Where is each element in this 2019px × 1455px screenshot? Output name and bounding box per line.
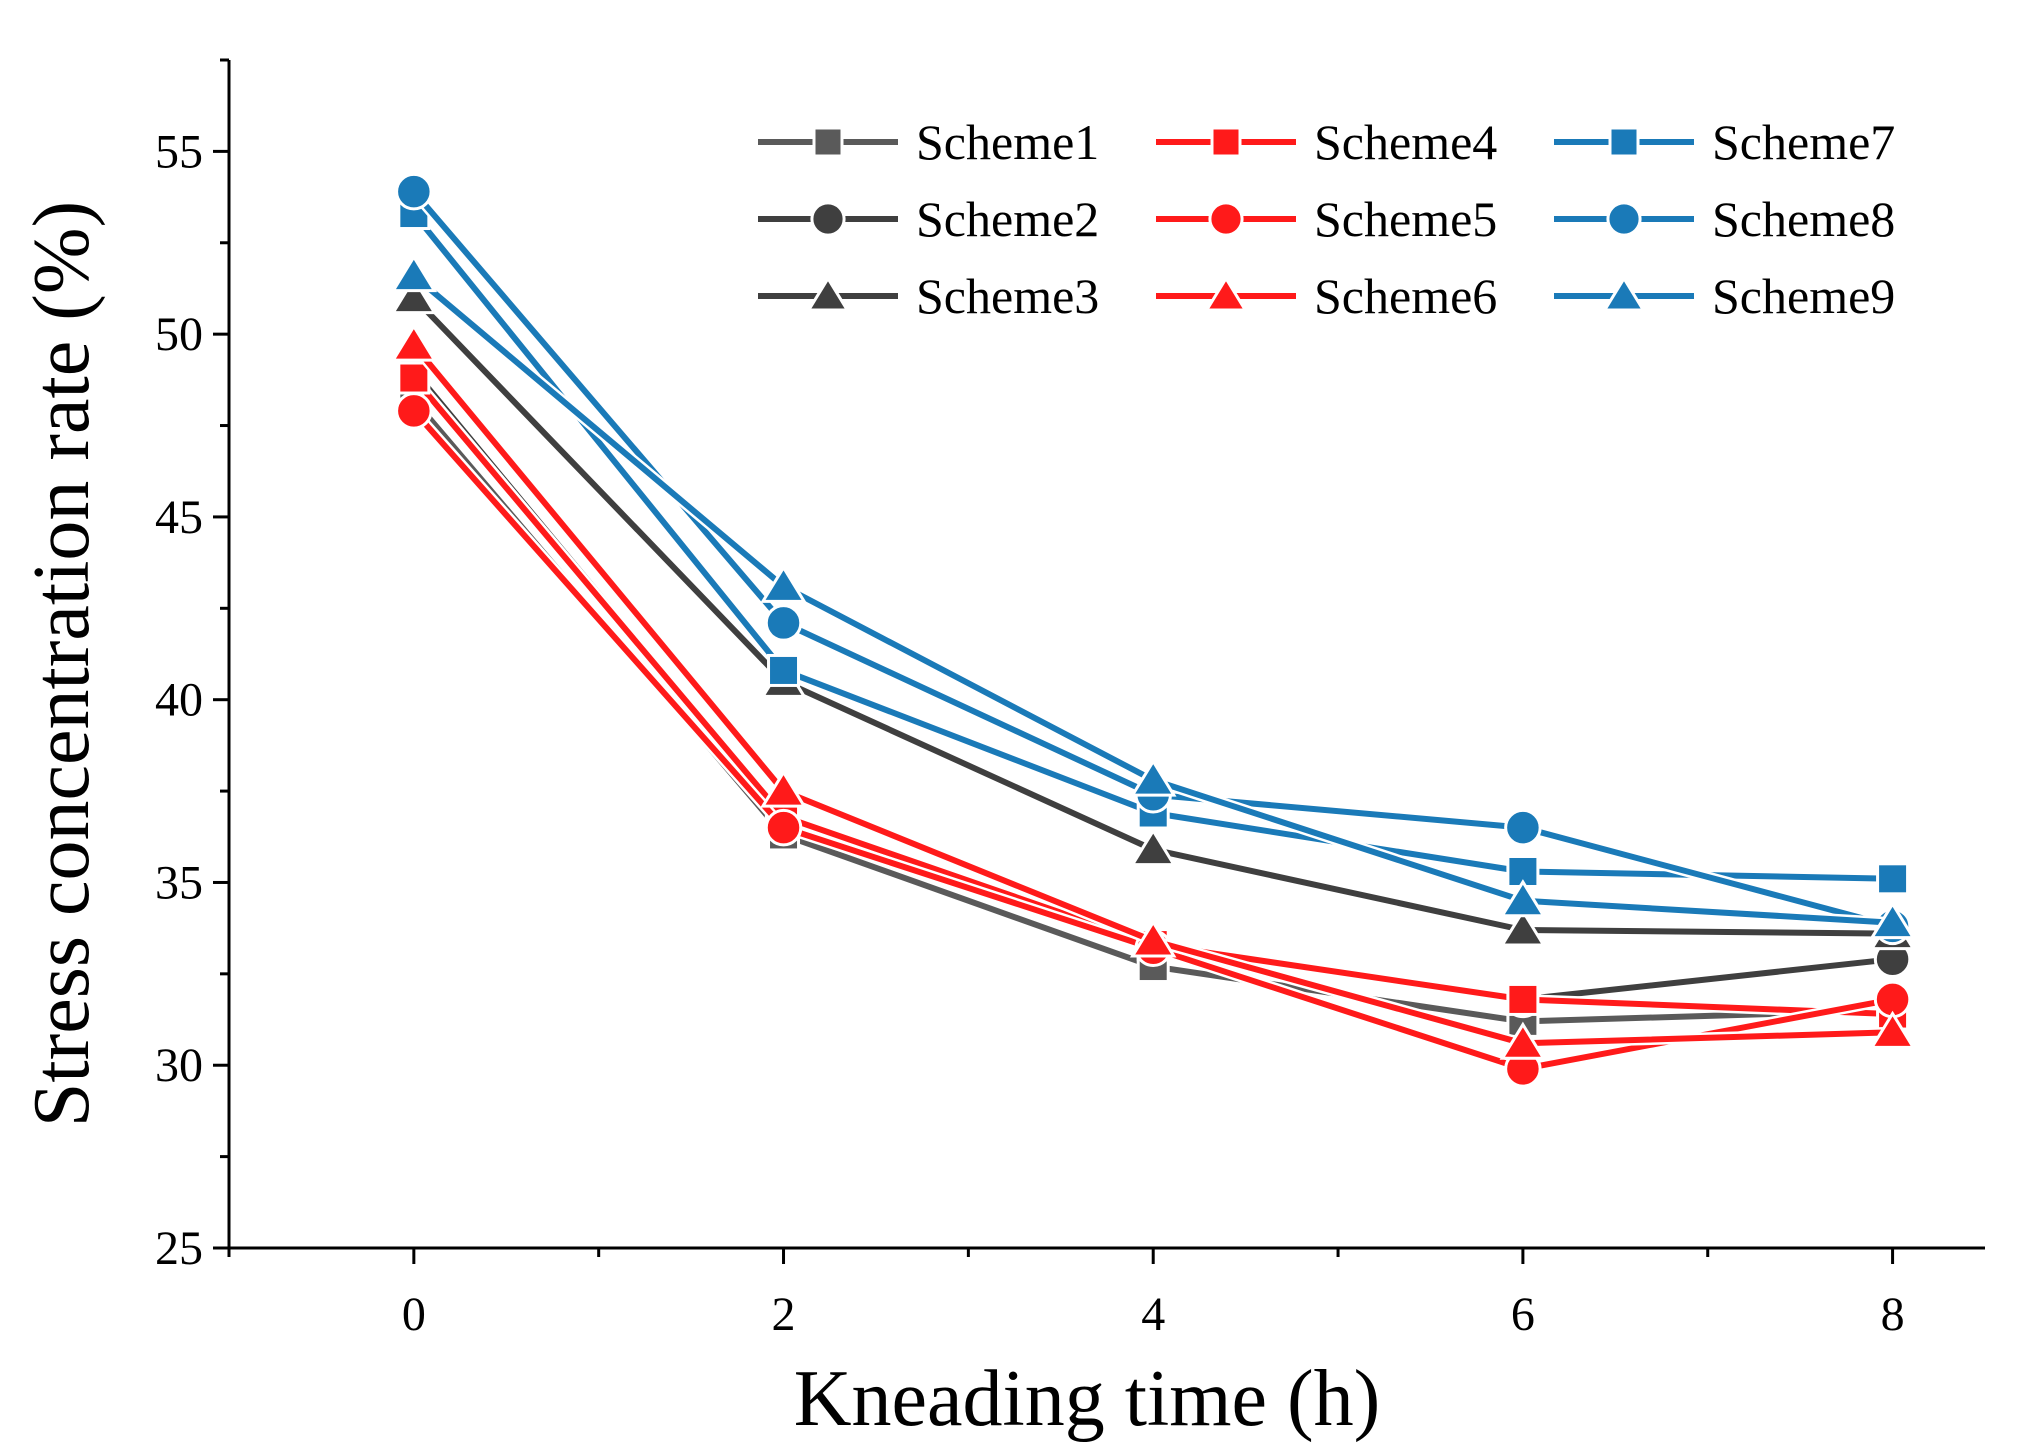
legend-label: Scheme6: [1314, 268, 1497, 324]
legend-item-scheme8: Scheme8: [1554, 191, 1895, 247]
data-point: [760, 769, 807, 808]
legend-marker: [812, 126, 844, 158]
y-tick-label: 30: [155, 1039, 203, 1092]
data-point: [767, 653, 801, 687]
legend-marker: [1204, 275, 1248, 312]
legend-label: Scheme4: [1314, 114, 1497, 170]
legend-marker: [1210, 126, 1242, 158]
legend-marker: [1606, 201, 1642, 237]
x-tick-label: 2: [772, 1288, 796, 1341]
data-point: [1499, 908, 1547, 947]
legend-label: Scheme9: [1712, 268, 1895, 324]
data-point: [1499, 1021, 1547, 1060]
legend-marker: [1602, 275, 1646, 312]
legend-label: Scheme1: [916, 114, 1099, 170]
data-point: [1876, 862, 1910, 896]
data-point: [1129, 758, 1177, 797]
data-point: [1129, 919, 1177, 958]
legend-marker: [1608, 126, 1640, 158]
x-tick-label: 8: [1881, 1288, 1905, 1341]
y-tick-label: 50: [155, 308, 203, 361]
legend-item-scheme4: Scheme4: [1156, 114, 1497, 170]
legend-label: Scheme3: [916, 268, 1099, 324]
y-tick-label: 40: [155, 674, 203, 727]
x-axis-title: Kneading time (h): [794, 1355, 1380, 1443]
data-point: [1504, 808, 1542, 847]
data-point: [1499, 879, 1547, 918]
data-point: [395, 172, 433, 211]
legend-item-scheme7: Scheme7: [1554, 114, 1895, 170]
data-point: [1129, 827, 1177, 867]
data-point: [1869, 1010, 1916, 1049]
data-point: [390, 323, 438, 362]
series-layer: [390, 172, 1916, 1088]
y-tick-label: 25: [155, 1222, 203, 1275]
data-point: [390, 275, 438, 315]
legend-item-scheme2: Scheme2: [758, 191, 1099, 247]
data-point: [390, 254, 438, 293]
data-point: [764, 808, 803, 847]
legend-label: Scheme8: [1712, 191, 1895, 247]
data-point: [1869, 901, 1916, 940]
x-tick-label: 4: [1141, 1288, 1165, 1341]
axes: 25 30 35 40 45 50 55 0 2 4 6 8: [155, 58, 1985, 1341]
data-point: [760, 564, 807, 603]
series-scheme9: [390, 254, 1916, 940]
series-line: [411, 376, 1893, 1018]
legend-marker: [1208, 201, 1244, 237]
y-tick-label: 55: [155, 125, 203, 178]
x-tick-label: 0: [402, 1288, 426, 1341]
data-point: [397, 361, 431, 395]
y-axis-title: Stress concentration rate (%): [18, 201, 106, 1127]
legend-marker: [806, 275, 850, 312]
legend-item-scheme5: Scheme5: [1156, 191, 1497, 247]
data-point: [764, 604, 803, 642]
x-tick-label: 6: [1511, 1288, 1535, 1341]
legend-label: Scheme7: [1712, 114, 1895, 170]
data-point: [1506, 982, 1540, 1016]
legend-item-scheme1: Scheme1: [758, 114, 1099, 170]
legend-label: Scheme5: [1314, 191, 1497, 247]
series-scheme6: [390, 323, 1916, 1060]
data-point: [395, 392, 433, 430]
y-tick-label: 35: [155, 856, 203, 909]
series-line-outline: [409, 374, 1893, 1020]
legend-item-scheme3: Scheme3: [758, 268, 1099, 324]
legend-item-scheme6: Scheme6: [1156, 268, 1497, 324]
legend: Scheme1 Scheme2 Scheme3 Scheme4 Scheme5 Schem…: [758, 114, 1895, 324]
legend-marker: [810, 201, 846, 237]
legend-item-scheme9: Scheme9: [1554, 268, 1895, 324]
legend-label: Scheme2: [916, 191, 1099, 247]
y-tick-label: 45: [155, 491, 203, 544]
